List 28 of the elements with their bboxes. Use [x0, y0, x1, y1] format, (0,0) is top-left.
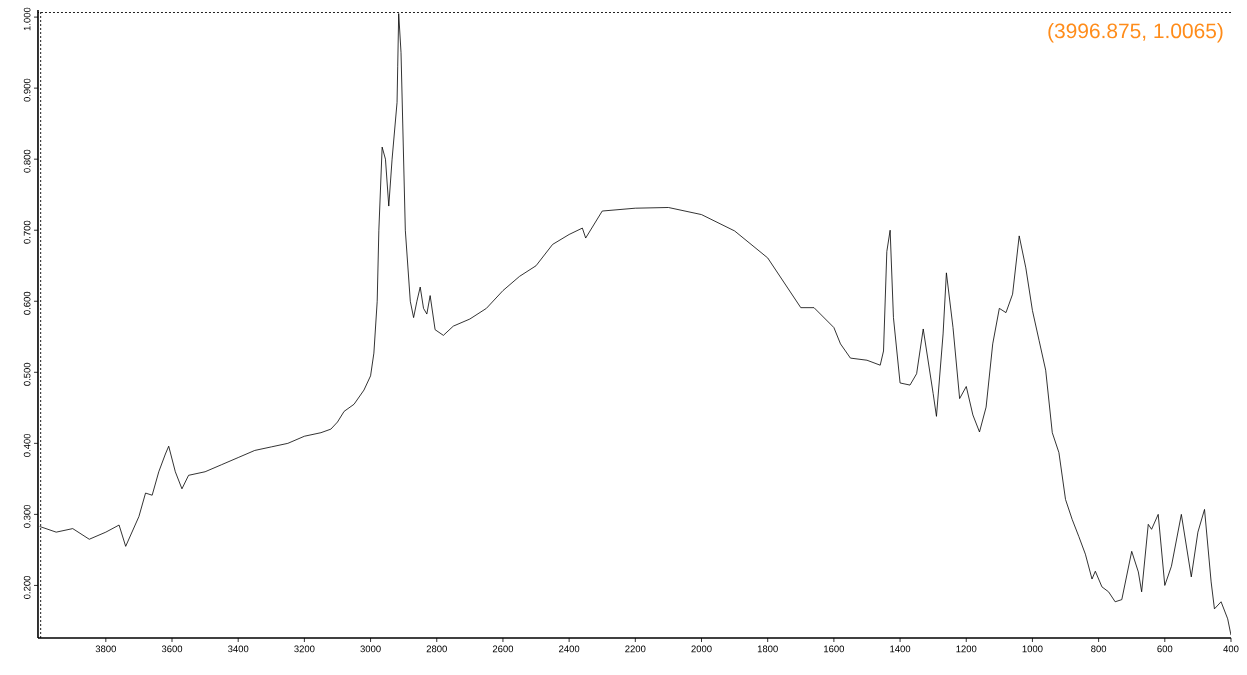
x-tick-label: 2800 — [426, 645, 447, 653]
x-tick-label: 3400 — [228, 645, 249, 653]
x-tick-label: 1200 — [956, 645, 977, 653]
x-tick-label: 1400 — [890, 645, 911, 653]
x-tick-label: 3600 — [161, 645, 183, 653]
x-tick-label: 3800 — [95, 645, 116, 653]
x-tick-label: 1800 — [757, 645, 778, 653]
x-tick-label: 400 — [1223, 645, 1239, 653]
y-tick-label: 0.800 — [23, 149, 31, 173]
x-tick-label: 3200 — [294, 645, 315, 653]
x-tick-label: 1600 — [824, 645, 845, 653]
y-tick-label: 0.200 — [23, 575, 31, 599]
y-tick-label: 0.700 — [23, 220, 31, 244]
x-tick-label: 800 — [1091, 645, 1107, 653]
y-tick-label: 0.400 — [23, 433, 31, 457]
y-tick-label: 0.600 — [23, 291, 31, 315]
annotation: (3996.875, 1.0065) — [1048, 22, 1223, 43]
x-tick-label: 2200 — [625, 645, 646, 653]
x-tick-label: 2400 — [559, 645, 580, 653]
x-tick-label: 600 — [1157, 645, 1173, 653]
y-tick-label: 0.500 — [23, 362, 31, 386]
y-tick-label: 0.900 — [23, 78, 31, 102]
x-tick-label: 1000 — [1022, 645, 1043, 653]
x-tick-label: 2600 — [492, 645, 514, 653]
x-tick-label: 2000 — [691, 645, 712, 653]
x-tick-label: 3000 — [360, 645, 381, 653]
y-tick-label: 0.300 — [23, 504, 31, 528]
y-tick-label: 1.000 — [23, 7, 31, 31]
